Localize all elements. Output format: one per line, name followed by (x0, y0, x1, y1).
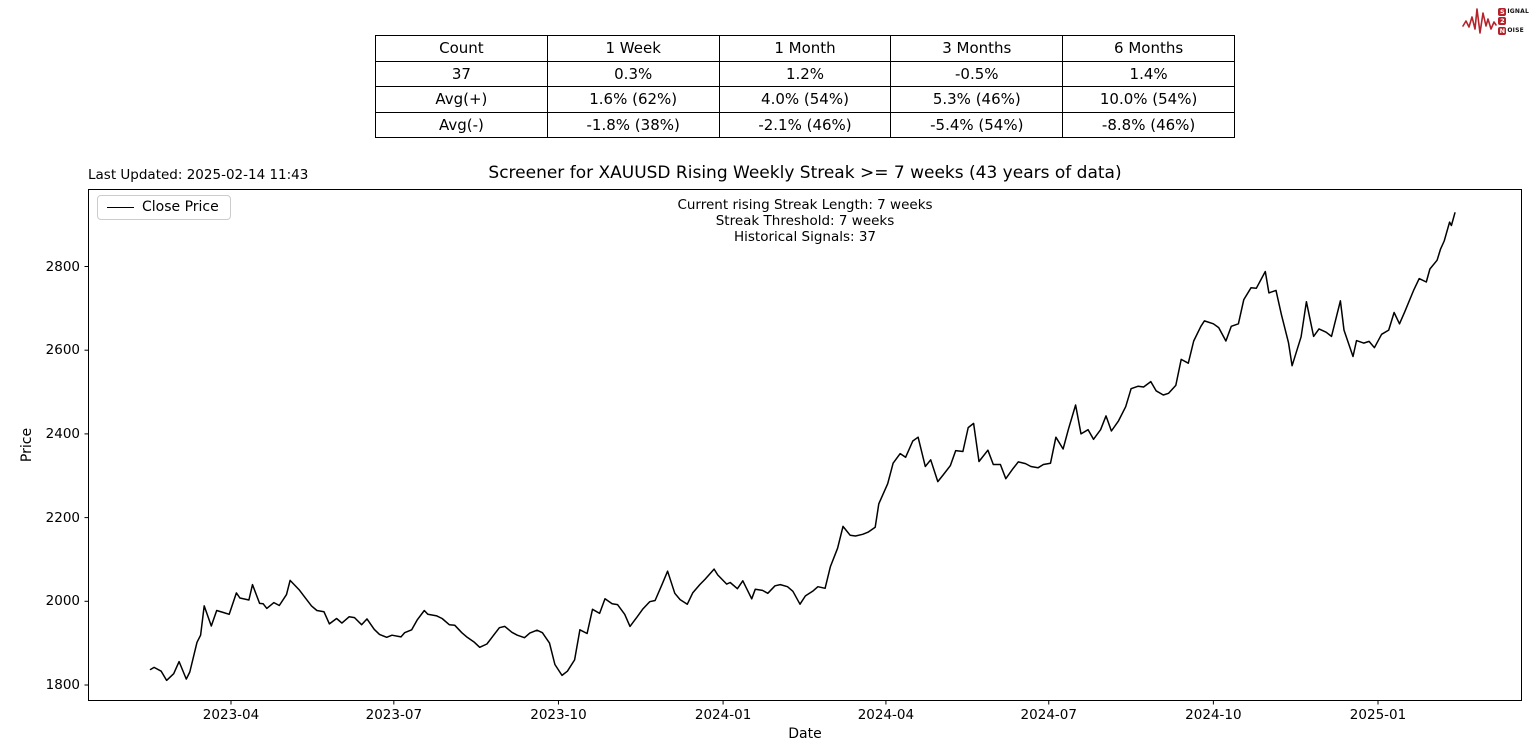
table-cell: -8.8% (46%) (1062, 111, 1235, 138)
y-tick-label: 2400 (45, 425, 80, 442)
y-tick-label: 2800 (45, 258, 80, 275)
logo-line-signal: S IGNAL (1498, 7, 1529, 16)
chart-annotations: Current rising Streak Length: 7 weeks St… (88, 197, 1522, 245)
y-tick-label: 2200 (45, 509, 80, 526)
close-price-line (149, 212, 1456, 682)
table-cell: Avg(+) (375, 86, 548, 113)
x-tick-label: 2024-01 (694, 707, 752, 723)
table-cell: 10.0% (54%) (1062, 86, 1235, 113)
table-cell: -0.5% (890, 60, 1064, 87)
logo-text: S IGNAL 2 N OISE (1498, 7, 1529, 35)
y-axis-label: Price (19, 427, 35, 463)
table-cell: 4.0% (54%) (718, 86, 892, 113)
table-cell: Avg(-) (375, 111, 548, 138)
table-cell: -5.4% (54%) (890, 111, 1064, 138)
logo-line-2: 2 (1498, 17, 1529, 26)
y-tick-label: 2000 (45, 593, 80, 610)
chart-legend: Close Price (97, 195, 231, 220)
x-tick-label: 2023-04 (202, 707, 260, 723)
annotation-streak-length: Current rising Streak Length: 7 weeks (677, 197, 933, 213)
x-axis-label: Date (788, 726, 822, 742)
table-row: 37 0.3% 1.2% -0.5% 1.4% (375, 60, 1235, 87)
table-cell: 1.2% (718, 60, 892, 87)
signal2noise-logo: S IGNAL 2 N OISE (1462, 6, 1529, 36)
signal-stats-table: Count 1 Week 1 Month 3 Months 6 Months 37 0.3%… (375, 35, 1235, 138)
chart-title: Screener for XAUUSD Rising Weekly Streak… (488, 163, 1122, 183)
table-cell: 5.3% (46%) (890, 86, 1064, 113)
legend-label: Close Price (142, 199, 219, 215)
table-cell: -1.8% (38%) (546, 111, 720, 138)
table-cell: 6 Months (1062, 35, 1235, 62)
y-tick-label: 1800 (45, 677, 80, 693)
table-row: Avg(-) -1.8% (38%) -2.1% (46%) -5.4% (54%) -… (375, 111, 1235, 138)
last-updated-text: Last Updated: 2025-02-14 11:43 (88, 167, 309, 183)
table-cell: -2.1% (46%) (718, 111, 892, 138)
x-tick-label: 2024-04 (857, 707, 915, 723)
table-cell: 1 Week (546, 35, 720, 62)
logo-line-noise: N OISE (1498, 26, 1524, 35)
table-cell: 0.3% (546, 60, 720, 87)
logo-badge-2: 2 (1498, 17, 1507, 25)
table-row: Avg(+) 1.6% (62%) 4.0% (54%) 5.3% (46%) 10.0… (375, 86, 1235, 113)
logo-badge-n: N (1498, 26, 1507, 35)
table-cell: 37 (375, 60, 548, 87)
annotation-streak-threshold: Streak Threshold: 7 weeks (715, 213, 895, 229)
plot-border (88, 189, 1522, 701)
table-cell: 3 Months (890, 35, 1064, 62)
table-cell: 1.4% (1062, 60, 1235, 87)
table-cell: 1.6% (62%) (546, 86, 720, 113)
x-tick-label: 2023-10 (530, 707, 587, 723)
legend-line-swatch (107, 206, 134, 208)
logo-badge-s: S (1498, 7, 1507, 16)
table-header-row: Count 1 Week 1 Month 3 Months 6 Months (375, 35, 1235, 62)
x-tick-label: 2023-07 (365, 707, 423, 723)
x-tick-label: 2025-01 (1349, 707, 1407, 723)
x-tick-label: 2024-10 (1185, 707, 1242, 723)
waveform-icon (1462, 8, 1498, 34)
annotation-historical-signals: Historical Signals: 37 (733, 229, 877, 245)
x-tick-label: 2024-07 (1020, 707, 1077, 723)
y-tick-label: 2600 (45, 342, 80, 359)
